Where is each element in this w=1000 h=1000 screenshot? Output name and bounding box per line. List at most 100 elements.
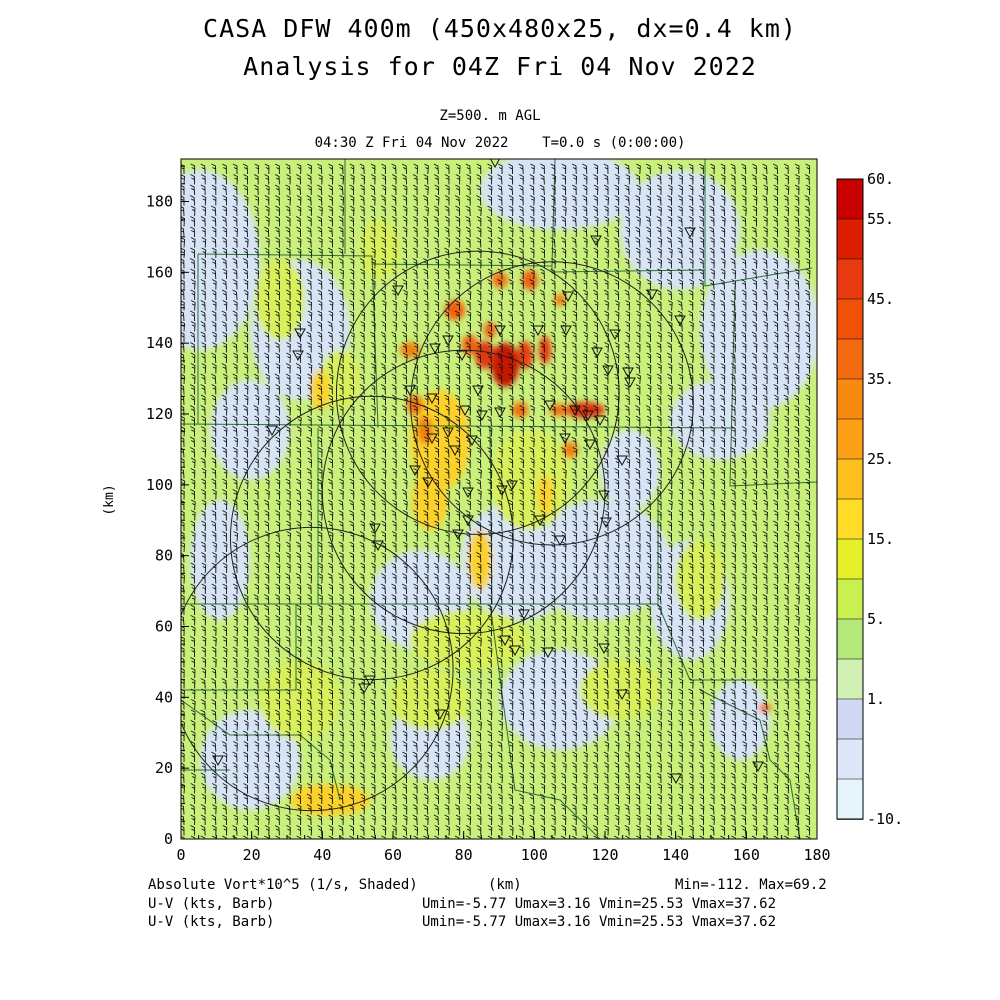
colorbar-label: 60.: [867, 170, 894, 188]
colorbar-swatch: [836, 178, 864, 220]
x-unit-label: (km): [488, 877, 522, 893]
radar-range-ring: [410, 261, 694, 546]
x-axis: 0 20 40 60 80 100 120 140 160 180: [176, 831, 831, 864]
colorbar-swatch: [836, 258, 864, 300]
station-triangle-icon: [598, 643, 610, 655]
station-triangle-icon: [594, 415, 606, 427]
negative-vorticity-area: [181, 170, 260, 350]
station-triangle-icon: [752, 761, 764, 773]
county-line: [181, 604, 297, 691]
station-triangle-icon: [426, 393, 438, 405]
positive-vorticity-area: [675, 540, 725, 620]
station-triangle-icon: [364, 675, 376, 687]
station-triangle-icon: [559, 433, 571, 445]
x-tick-label: 0: [176, 846, 185, 864]
colorbar-swatch: [836, 298, 864, 340]
station-triangle-icon: [472, 385, 484, 397]
station-triangle-icon: [452, 529, 464, 541]
y-tick-label: 60: [155, 618, 173, 636]
colorbar-label: 35.: [867, 370, 894, 388]
station-triangle-icon: [449, 445, 461, 457]
station-triangle-icon: [598, 490, 610, 502]
station-triangle-icon: [506, 480, 518, 492]
colorbar-label: 15.: [867, 530, 894, 548]
station-triangle-icon: [462, 487, 474, 499]
station-triangle-icon: [499, 635, 511, 647]
y-axis-label: (km): [102, 484, 117, 515]
station-triangle-icon: [622, 367, 634, 379]
station-triangle-icon: [392, 285, 404, 297]
level-label: Z=500. m AGL: [439, 108, 541, 124]
y-tick-label: 160: [146, 263, 173, 281]
station-triangle-icon: [494, 407, 506, 419]
moderate-vorticity-area: [310, 370, 330, 410]
colorbar-swatch: [836, 498, 864, 540]
colorbar-swatch: [836, 698, 864, 740]
station-triangle-icon: [591, 347, 603, 359]
y-tick-label: 140: [146, 334, 173, 352]
positive-vorticity-area: [255, 260, 305, 340]
moderate-vorticity-area: [468, 530, 492, 590]
station-triangle-icon: [646, 289, 658, 301]
colorbar-swatch: [836, 378, 864, 420]
colorbar-label: 55.: [867, 210, 894, 228]
station-triangle-icon: [609, 329, 621, 341]
y-tick-label: 180: [146, 193, 173, 211]
moderate-vorticity-area: [412, 470, 448, 530]
positive-vorticity-area: [390, 670, 470, 730]
y-tick-label: 0: [164, 830, 173, 848]
field-range: Min=-112. Max=69.2: [675, 877, 827, 893]
negative-vorticity-area: [600, 430, 660, 510]
station-triangle-icon: [358, 683, 370, 695]
x-tick-label: 40: [313, 846, 331, 864]
station-triangle-icon: [616, 689, 628, 701]
strong-vorticity-core: [475, 341, 495, 369]
station-triangle-icon: [532, 325, 544, 337]
strong-vorticity-core: [512, 402, 528, 418]
station-triangle-icon: [554, 535, 566, 547]
map-title-line1: CASA DFW 400m (450x480x25, dx=0.4 km): [203, 14, 797, 43]
negative-vorticity-area: [710, 680, 770, 760]
station-triangle-icon: [404, 385, 416, 397]
station-triangle-icon: [494, 325, 506, 337]
x-tick-label: 100: [521, 846, 548, 864]
station-triangle-icon: [266, 425, 278, 437]
x-tick-label: 20: [243, 846, 261, 864]
station-triangle-icon: [569, 405, 581, 417]
station-triangle-icon: [409, 465, 421, 477]
y-axis: 0 20 40 60 80 100 120 140 160 180: [146, 165, 189, 848]
station-triangle-icon: [489, 159, 501, 169]
station-triangle-icon: [496, 485, 508, 497]
strong-vorticity-core: [445, 300, 465, 320]
x-tick-label: 120: [591, 846, 618, 864]
station-triangle-icon: [509, 645, 521, 657]
x-tick-label: 180: [803, 846, 830, 864]
county-line: [371, 255, 379, 429]
county-line: [657, 486, 691, 681]
station-triangle-icon: [600, 517, 612, 529]
strong-vorticity-core: [492, 272, 508, 288]
station-triangle-icon: [584, 439, 596, 451]
station-triangle-icon: [476, 410, 488, 422]
colorbar-frame: [836, 178, 864, 820]
station-triangle-icon: [562, 291, 574, 303]
colorbar-swatch: [836, 338, 864, 380]
negative-vorticity-area: [190, 500, 250, 620]
strong-vorticity-core: [539, 336, 551, 364]
barb-label-1: U-V (kts, Barb): [148, 896, 275, 912]
station-triangle-icon: [670, 773, 682, 785]
barb-label-2: U-V (kts, Barb): [148, 914, 275, 930]
y-tick-label: 120: [146, 405, 173, 423]
county-line: [489, 603, 601, 839]
station-triangle-icon: [544, 400, 556, 412]
station-triangle-icon: [434, 709, 446, 721]
station-triangle-icon: [624, 377, 636, 389]
positive-vorticity-area: [360, 220, 400, 280]
y-tick-label: 80: [155, 547, 173, 565]
moderate-vorticity-area: [290, 784, 370, 816]
colorbar-swatch: [836, 538, 864, 580]
strong-vorticity-core: [759, 703, 771, 713]
county-line: [181, 699, 341, 801]
station-triangle-icon: [534, 515, 546, 527]
